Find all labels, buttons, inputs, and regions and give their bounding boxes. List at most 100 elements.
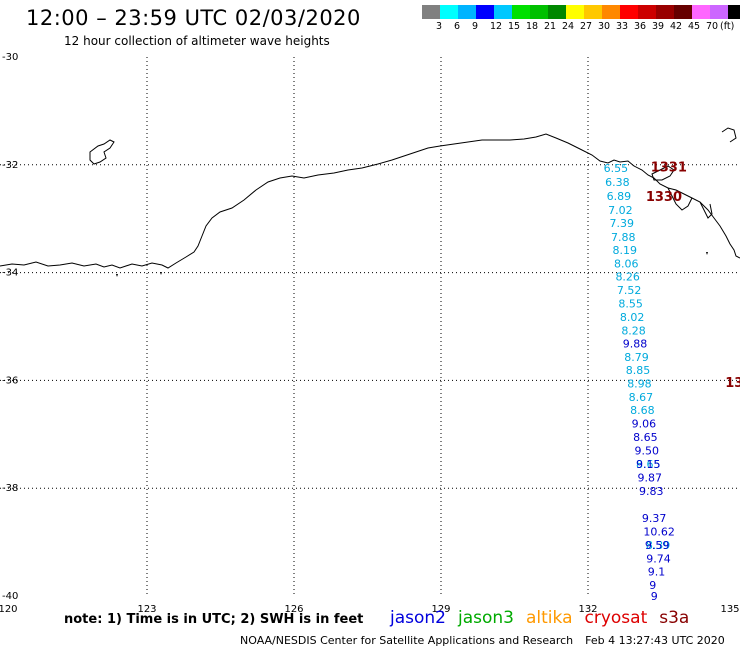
scale-label: 15 (508, 21, 521, 32)
coastline (0, 127, 740, 277)
scale-swatch (494, 5, 512, 19)
swh-value-jason3: 8.06 (614, 257, 639, 270)
swh-value-jason3: 6.89 (607, 190, 632, 203)
footer-credit: NOAA/NESDIS Center for Satellite Applica… (240, 634, 725, 647)
footnote: note: 1) Time is in UTC; 2) SWH is in fe… (64, 612, 364, 627)
swh-value-jason3: 8.68 (630, 404, 655, 417)
recherche-island (89, 139, 115, 165)
scale-swatch (584, 5, 602, 19)
swh-value-jason2: 9.83 (639, 485, 664, 498)
graticule (0, 57, 740, 596)
lon-label: 123 (137, 604, 156, 615)
scale-label: 24 (562, 21, 575, 32)
scale-label: 33 (616, 21, 629, 32)
islet-3 (706, 252, 708, 255)
scale-swatch (602, 5, 620, 19)
australia-south-coast (0, 133, 740, 269)
scale-swatch (692, 5, 710, 19)
scale-swatch (422, 5, 440, 19)
legend-s3a: s3a (659, 608, 690, 628)
scale-swatch (656, 5, 674, 19)
satellite-legend: jason2 jason3 altika cryosat s3a (390, 608, 701, 628)
swh-value-jason2: 9.50 (635, 444, 660, 457)
scale-swatch (728, 5, 740, 19)
swh-value-jason2: 9.59 (645, 539, 670, 552)
swh-value-jason3: 7.02 (608, 204, 633, 217)
swh-value-jason3: 7.52 (617, 284, 642, 297)
scale-label: 36 (634, 21, 647, 32)
scale-swatch (566, 5, 584, 19)
coastline-fragment-east (721, 127, 737, 143)
swh-value-s3a: 1331 (651, 160, 687, 175)
swh-value-jason2: 9.87 (637, 471, 662, 484)
timestamp: Feb 4 13:27:43 UTC 2020 (585, 634, 725, 647)
swh-value-jason3: 7.39 (610, 217, 635, 230)
swh-value-jason2: 9.88 (623, 338, 648, 351)
swh-value-jason2: 9.15 (636, 458, 661, 471)
scale-label: 42 (670, 21, 683, 32)
scale-label: 18 (526, 21, 539, 32)
scale-label: 27 (580, 21, 593, 32)
swh-value-jason2: 9.06 (632, 418, 657, 431)
swh-value-jason3: 8.79 (624, 351, 649, 364)
color-scale-bar (422, 5, 740, 19)
gulf-st-vincent (699, 201, 713, 219)
legend-cryosat: cryosat (584, 608, 648, 628)
swh-value-jason2: 10.62 (643, 525, 675, 538)
scale-swatch (674, 5, 692, 19)
swh-value-jason2: 9.74 (646, 552, 671, 565)
lat-label: -36 (2, 375, 18, 386)
lat-label: -40 (2, 591, 18, 602)
lat-label: -32 (2, 160, 18, 171)
legend-jason3: jason3 (458, 608, 514, 628)
scale-swatch (512, 5, 530, 19)
swh-value-jason3: 8.39 (646, 539, 671, 552)
scale-swatch (458, 5, 476, 19)
swh-value-jason3: 8.85 (626, 364, 651, 377)
swh-value-jason3: 8.98 (627, 378, 652, 391)
swh-value-jason3: 8.28 (621, 324, 646, 337)
scale-label: 39 (652, 21, 665, 32)
lon-label: 132 (578, 604, 597, 615)
scale-label: 21 (544, 21, 557, 32)
swh-value-jason3: 8.19 (613, 244, 638, 257)
scale-swatch (548, 5, 566, 19)
swh-value-jason2: 8.65 (633, 431, 658, 444)
scale-label: 30 (598, 21, 611, 32)
scale-swatch (476, 5, 494, 19)
swh-value-jason3: 6.55 (604, 162, 629, 175)
lon-label: 129 (431, 604, 450, 615)
swh-value-s3a: 132 (725, 376, 740, 391)
lon-label: 135 (720, 604, 739, 615)
scale-label: 12 (490, 21, 503, 32)
color-scale-labels: 3 6 9 12 15 18 21 24 27 30 33 36 39 42 45 70 (ft) (422, 21, 740, 35)
lat-label: -38 (2, 483, 18, 494)
scale-swatch (530, 5, 548, 19)
map-title: 12:00 – 23:59 UTC 02/03/2020 (26, 6, 361, 30)
credit-text: NOAA/NESDIS Center for Satellite Applica… (240, 634, 574, 647)
axis-labels: 120 123 126 129 132 135 -30 -32 -34 -36 -38 -40 (0, 52, 740, 615)
map-subtitle: 12 hour collection of altimeter wave hei… (64, 34, 330, 48)
swh-value-jason3: 8.02 (620, 311, 645, 324)
spencer-gulf (667, 187, 693, 211)
scale-label: 45 (688, 21, 701, 32)
swh-value-jason2: 9 (651, 590, 658, 603)
islet-2 (160, 272, 162, 275)
swh-value-jason2: 9.1 (648, 566, 666, 579)
swh-value-jason2: 9.37 (642, 512, 667, 525)
scale-label: 70 (706, 21, 719, 32)
scale-label: (ft) (720, 21, 735, 32)
swh-value-jason3: 6.38 (605, 176, 630, 189)
kangaroo-island (651, 165, 675, 181)
lon-label: 120 (0, 604, 18, 615)
swh-value-jason3: 8.55 (618, 297, 643, 310)
legend-altika: altika (526, 608, 573, 628)
swh-value-jason3: 8.65 (636, 458, 661, 471)
lon-label: 126 (284, 604, 303, 615)
lat-label: -30 (2, 52, 18, 63)
swh-value-s3a: 1330 (646, 190, 682, 205)
scale-swatch (440, 5, 458, 19)
legend-jason2: jason2 (390, 608, 446, 628)
swh-value-jason3: 8.67 (629, 391, 654, 404)
